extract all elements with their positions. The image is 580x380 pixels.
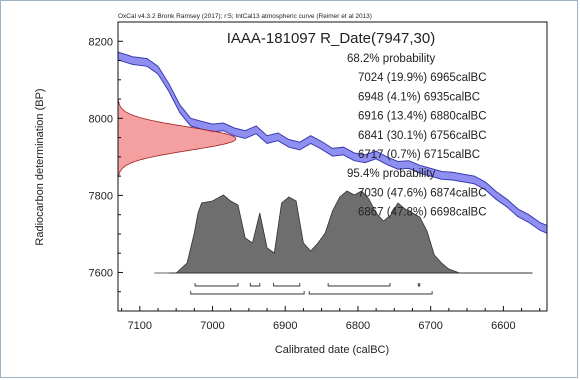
probability-line: 6717 (0.7%) 6715calBC: [358, 149, 480, 161]
y-tick-label: 8000: [89, 113, 113, 125]
probability-text: 68.2% probability 7024 (19.9%) 6965calBC 6…: [347, 53, 487, 219]
probability-line: 6948 (4.1%) 6935calBC: [358, 91, 480, 103]
x-tick-label: 7100: [128, 320, 152, 332]
x-tick-label: 6600: [491, 320, 515, 332]
x-axis: 7100 7000 6900 6800 6700 6600: [121, 306, 541, 332]
y-axis-label: Radiocarbon determination (BP): [34, 88, 46, 245]
range-95-1: [308, 291, 433, 295]
probability-line: 7030 (47.6%) 6874calBC: [358, 187, 487, 199]
x-tick-label: 7000: [200, 320, 224, 332]
y-tick-label: 8200: [89, 36, 113, 48]
probability-line: 6841 (30.1%) 6756calBC: [358, 130, 487, 142]
range-68-1: [249, 283, 261, 287]
x-tick-label: 6900: [273, 320, 297, 332]
probability-line: 6867 (47.8%) 6698calBC: [358, 207, 487, 219]
range-68-3: [327, 283, 391, 287]
credit-line: OxCal v4.3.2 Bronk Ramsey (2017); r:5; I…: [118, 13, 372, 20]
radiocarbon-date-outline: [118, 100, 237, 177]
distribution-layer: [154, 190, 533, 274]
chart-title: IAAA-181097 R_Date(7947,30): [227, 30, 435, 47]
probability-line: 68.2% probability: [347, 53, 435, 65]
range-68-4: [417, 283, 421, 287]
y-axis: 7600 7800 8000 8200: [89, 21, 123, 293]
probability-line: 6916 (13.4%) 6880calBC: [358, 111, 487, 123]
range-68-2: [273, 283, 301, 287]
radiocarbon-date-layer: [118, 100, 237, 177]
probability-line: 7024 (19.9%) 6965calBC: [358, 72, 487, 84]
range-bars: [190, 283, 433, 295]
x-tick-label: 6800: [346, 320, 370, 332]
range-68-0: [194, 283, 239, 287]
plot-area: [117, 21, 548, 312]
probability-line: 95.4% probability: [347, 168, 435, 180]
calibrated-distribution: [154, 190, 533, 274]
radiocarbon-date-pdf: [118, 100, 236, 177]
y-tick-label: 7600: [89, 267, 113, 279]
x-axis-label: Calibrated date (calBC): [275, 344, 389, 356]
x-tick-label: 6700: [418, 320, 442, 332]
range-95-0: [190, 291, 305, 295]
y-tick-label: 7800: [89, 190, 113, 202]
